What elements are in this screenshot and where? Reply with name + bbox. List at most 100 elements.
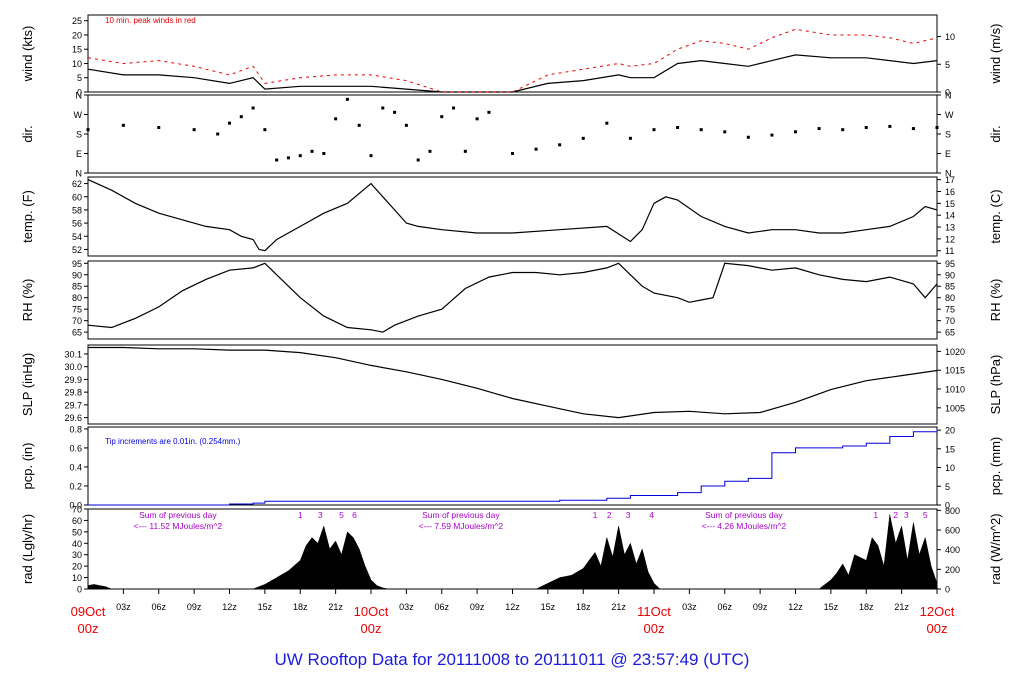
time-tick-label: 21z (894, 602, 909, 612)
time-tick-label: 15z (824, 602, 839, 612)
pcp-left-tick-label: 0.6 (69, 443, 82, 453)
temp-right-tick-label: 15 (945, 199, 955, 209)
slp-ylabel: SLP (inHg) (20, 353, 35, 416)
wind-left-tick-label: 0 (77, 88, 82, 98)
slp-ylabel-right: SLP (hPa) (988, 355, 1003, 415)
wind-ylabel-right: wind (m/s) (988, 24, 1003, 85)
rh-right-tick-label: 85 (945, 282, 955, 292)
wind-frame (87, 14, 938, 93)
time-tick-label: 21z (611, 602, 626, 612)
dir-point (699, 128, 703, 132)
rh-left-tick-label: 95 (72, 259, 82, 269)
rad-peak-label: 6 (352, 510, 357, 520)
wind-left-tick-label: 5 (77, 73, 82, 83)
pcp-left-tick-label: 0.4 (69, 462, 82, 472)
rad-peak-label: 3 (904, 510, 909, 520)
rh-left-tick-label: 70 (72, 316, 82, 326)
pcp-annotation: Tip increments are 0.01in. (0.254mm.) (105, 437, 241, 446)
temp-right-tick-label: 17 (945, 175, 955, 185)
dir-point (310, 149, 314, 153)
wind-series-line (87, 28, 938, 93)
time-tick-label: 03z (682, 602, 697, 612)
time-tick-label: 09z (753, 602, 768, 612)
dir-point (817, 127, 821, 131)
time-tick-label: 06z (717, 602, 732, 612)
dir-right-tick-label: N (945, 169, 952, 179)
dir-frame (87, 94, 938, 174)
dir-point (275, 158, 279, 162)
dir-point (239, 115, 243, 119)
rh-right-tick-label: 65 (945, 328, 955, 338)
dir-point (487, 110, 491, 114)
rh-right-tick-label: 70 (945, 316, 955, 326)
temp-ylabel: temp. (F) (20, 190, 35, 243)
rad-right-tick-label: 800 (945, 506, 960, 516)
dir-point (558, 143, 562, 147)
day-label-date: 10Oct (354, 604, 389, 619)
dir-point (86, 128, 90, 132)
wind-ylabel: wind (kts) (20, 26, 35, 83)
dir-point (888, 124, 892, 128)
temp-left-tick-label: 56 (72, 219, 82, 229)
dir-left-tick-label: W (74, 110, 83, 120)
rad-peak-label: 3 (626, 510, 631, 520)
time-tick-label: 15z (541, 602, 556, 612)
temp-right-tick-label: 11 (945, 246, 954, 256)
dir-point (345, 97, 349, 101)
rad-right-tick-label: 200 (945, 565, 960, 575)
slp-right-tick-label: 1015 (945, 366, 965, 376)
slp-left-tick-label: 30.0 (64, 362, 82, 372)
temp-right-tick-label: 14 (945, 211, 955, 221)
dir-point (286, 156, 290, 160)
dir-point (393, 110, 397, 114)
slp-right-tick-label: 1010 (945, 384, 965, 394)
pcp-ylabel-right: pcp. (mm) (988, 437, 1003, 496)
temp-ylabel-right: temp. (C) (988, 189, 1003, 243)
dir-right-tick-label: S (945, 130, 951, 140)
dir-point (935, 126, 939, 129)
rad-series-area (87, 514, 938, 590)
pcp-right-tick-label: 5 (945, 482, 950, 492)
dir-ylabel-right: dir. (988, 125, 1003, 142)
dir-point (121, 123, 125, 127)
time-tick-label: 15z (258, 602, 273, 612)
rh-ylabel: RH (%) (20, 279, 35, 322)
dir-point (157, 126, 161, 129)
rad-peak-label: 5 (923, 510, 928, 520)
dir-point (334, 117, 338, 121)
wind-left-tick-label: 15 (72, 45, 82, 55)
dir-left-tick-label: N (76, 91, 83, 101)
rad-peak-label: 3 (318, 510, 323, 520)
dir-point (298, 154, 302, 158)
temp-left-tick-label: 54 (72, 232, 82, 242)
rad-sum-value: <--- 11.52 MJoules/m^2 (134, 521, 223, 531)
time-tick-label: 09z (187, 602, 202, 612)
dir-point (428, 149, 432, 153)
rh-left-tick-label: 75 (72, 305, 82, 315)
rad-peak-label: 2 (893, 510, 898, 520)
temp-right-tick-label: 16 (945, 187, 955, 197)
time-tick-label: 18z (859, 602, 874, 612)
dir-left-tick-label: E (76, 149, 82, 159)
time-tick-label: 09z (470, 602, 485, 612)
dir-point (794, 130, 797, 134)
dir-point (746, 135, 750, 139)
dir-point (534, 147, 538, 151)
rh-left-tick-label: 80 (72, 293, 82, 303)
rad-ylabel: rad (Lgly/hr) (20, 514, 35, 584)
dir-point (369, 154, 373, 158)
rad-right-tick-label: 0 (945, 585, 950, 595)
wind-series-line (87, 54, 938, 93)
time-tick-label: 06z (434, 602, 449, 612)
time-tick-label: 03z (116, 602, 131, 612)
dir-point (251, 106, 255, 110)
dir-left-tick-label: N (76, 169, 83, 179)
rh-series-line (87, 262, 938, 333)
rh-frame (87, 260, 938, 340)
dir-point (263, 128, 267, 132)
rad-ylabel-right: rad (W/m^2) (988, 513, 1003, 584)
